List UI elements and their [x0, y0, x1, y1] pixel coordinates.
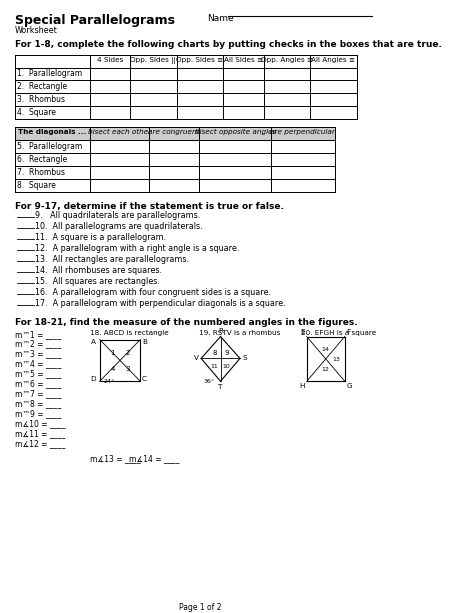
Text: Worksheet: Worksheet — [15, 26, 58, 35]
Text: 24°: 24° — [104, 379, 115, 384]
Text: 14: 14 — [322, 347, 330, 352]
Text: 4.  Square: 4. Square — [17, 109, 56, 117]
Text: m∡12 = ____: m∡12 = ____ — [15, 439, 65, 448]
Text: 5.  Parallelogram: 5. Parallelogram — [17, 142, 82, 151]
Text: 4 Sides: 4 Sides — [97, 56, 123, 63]
Text: 10: 10 — [223, 364, 230, 369]
Text: 15.  All squares are rectangles.: 15. All squares are rectangles. — [36, 277, 160, 286]
Text: are congruent: are congruent — [148, 129, 200, 135]
Text: Special Parallelograms: Special Parallelograms — [15, 14, 175, 27]
Text: H: H — [300, 383, 305, 389]
Text: Opp. Angles ≡: Opp. Angles ≡ — [261, 56, 313, 63]
Text: T: T — [219, 384, 223, 390]
Text: 7.  Rhombus: 7. Rhombus — [17, 168, 65, 177]
Text: m™5 = ____: m™5 = ____ — [15, 370, 62, 378]
Text: bisect opposite angles: bisect opposite angles — [195, 129, 276, 135]
Text: 19. RSTV is a rhombus: 19. RSTV is a rhombus — [200, 330, 281, 336]
Text: 13: 13 — [333, 357, 341, 362]
Text: m™2 = ____: m™2 = ____ — [15, 340, 62, 349]
Text: 10.  All parallelograms are quadrilaterals.: 10. All parallelograms are quadrilateral… — [36, 223, 203, 231]
Text: 16.  A parallelogram with four congruent sides is a square.: 16. A parallelogram with four congruent … — [36, 288, 272, 297]
Text: F: F — [346, 329, 351, 335]
Text: 18. ABCD is rectangle: 18. ABCD is rectangle — [90, 330, 168, 336]
Text: Opp. Sides ≡: Opp. Sides ≡ — [176, 56, 223, 63]
Text: A: A — [91, 338, 96, 345]
Text: 9: 9 — [224, 350, 229, 356]
Text: 3.  Rhombus: 3. Rhombus — [17, 95, 65, 104]
Text: 6.  Rectangle: 6. Rectangle — [17, 155, 67, 164]
Text: 20. EFGH is a square: 20. EFGH is a square — [301, 330, 376, 336]
Text: 9.   All quadrilaterals are parallelograms.: 9. All quadrilaterals are parallelograms… — [36, 211, 201, 221]
Text: m™7 = ____: m™7 = ____ — [15, 389, 62, 398]
Text: The diagonals ...: The diagonals ... — [18, 129, 87, 135]
Text: m∡14 = ____: m∡14 = ____ — [129, 454, 180, 463]
Text: C: C — [142, 376, 147, 383]
Text: m™6 = ____: m™6 = ____ — [15, 379, 62, 388]
Text: 11.  A square is a parallelogram.: 11. A square is a parallelogram. — [36, 234, 167, 242]
Text: All Angles ≡: All Angles ≡ — [311, 56, 356, 63]
Text: bisect each other: bisect each other — [88, 129, 151, 135]
Text: V: V — [193, 356, 199, 362]
Text: 3: 3 — [125, 367, 130, 372]
Text: 36°: 36° — [204, 379, 215, 384]
Text: 2.  Rectangle: 2. Rectangle — [17, 82, 67, 91]
Text: For 9-17, determine if the statement is true or false.: For 9-17, determine if the statement is … — [15, 202, 284, 210]
Text: G: G — [346, 383, 352, 389]
Text: 1.  Parallelogram: 1. Parallelogram — [17, 69, 82, 78]
Text: 8.  Square: 8. Square — [17, 181, 56, 189]
Text: All Sides ≡: All Sides ≡ — [224, 56, 263, 63]
Text: D: D — [91, 376, 96, 383]
Text: 11: 11 — [211, 364, 219, 369]
Text: Name: Name — [207, 14, 234, 23]
Text: m∡13 = ____: m∡13 = ____ — [90, 454, 140, 463]
Text: 12: 12 — [322, 367, 330, 372]
Text: For 18-21, find the measure of the numbered angles in the figures.: For 18-21, find the measure of the numbe… — [15, 318, 358, 327]
Text: 1: 1 — [110, 351, 115, 357]
Text: m™3 = ____: m™3 = ____ — [15, 349, 62, 359]
Bar — [15, 127, 335, 140]
Text: For 1-8, complete the following charts by putting checks in the boxes that are t: For 1-8, complete the following charts b… — [15, 40, 442, 48]
Text: 8: 8 — [212, 350, 217, 356]
Text: m™9 = ____: m™9 = ____ — [15, 409, 62, 418]
Text: 2: 2 — [126, 351, 130, 357]
Text: Page 1 of 2: Page 1 of 2 — [179, 603, 221, 612]
Text: R: R — [218, 327, 223, 333]
Text: m™4 = ____: m™4 = ____ — [15, 359, 62, 368]
Text: S: S — [243, 356, 247, 362]
Text: B: B — [142, 338, 147, 345]
Text: m™8 = ____: m™8 = ____ — [15, 399, 62, 408]
Text: 17.  A parallelogram with perpendicular diagonals is a square.: 17. A parallelogram with perpendicular d… — [36, 299, 286, 308]
Text: 14.  All rhombuses are squares.: 14. All rhombuses are squares. — [36, 266, 163, 275]
Text: are perpendicular: are perpendicular — [271, 129, 336, 135]
Text: 13.  All rectangles are parallelograms.: 13. All rectangles are parallelograms. — [36, 255, 190, 264]
Text: Opp. Sides ||: Opp. Sides || — [130, 56, 176, 64]
Text: 4: 4 — [110, 367, 115, 372]
Text: 12.  A parallelogram with a right angle is a square.: 12. A parallelogram with a right angle i… — [36, 244, 240, 253]
Text: m∡10 = ____: m∡10 = ____ — [15, 419, 66, 428]
Text: m™1 = ____: m™1 = ____ — [15, 330, 62, 338]
Text: m∡11 = ____: m∡11 = ____ — [15, 429, 65, 438]
Text: E: E — [301, 329, 305, 335]
